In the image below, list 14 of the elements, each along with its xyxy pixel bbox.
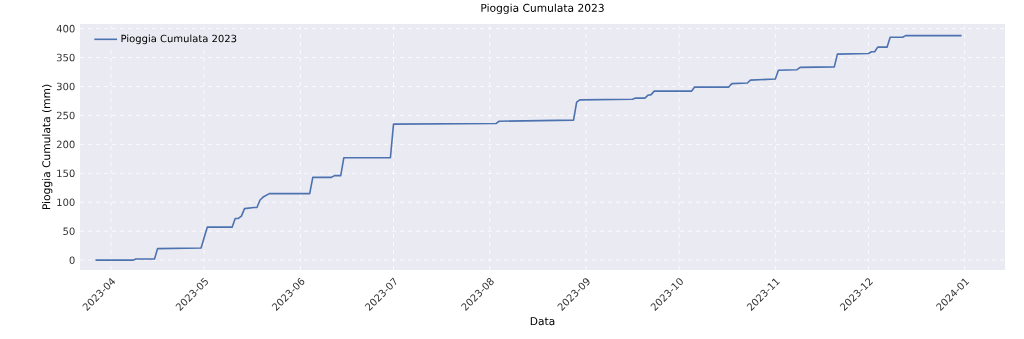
y-tick-label: 150	[57, 169, 75, 178]
y-tick-label: 50	[63, 227, 75, 236]
chart-title: Pioggia Cumulata 2023	[481, 3, 604, 14]
y-axis-title: Pioggia Cumulata (mm)	[42, 84, 53, 210]
line-series	[94, 34, 963, 261]
x-axis-title: Data	[530, 317, 555, 326]
y-tick-label: 0	[69, 256, 75, 264]
y-tick-label: 100	[57, 198, 75, 207]
y-tick-label: 300	[56, 82, 75, 91]
y-tick-label: 350	[56, 53, 75, 62]
y-tick-label: 400	[56, 24, 75, 33]
y-tick-label: 200	[56, 140, 75, 149]
legend-label: Pioggia Cumulata 2023	[121, 34, 237, 45]
y-tick-label: 250	[56, 111, 75, 120]
